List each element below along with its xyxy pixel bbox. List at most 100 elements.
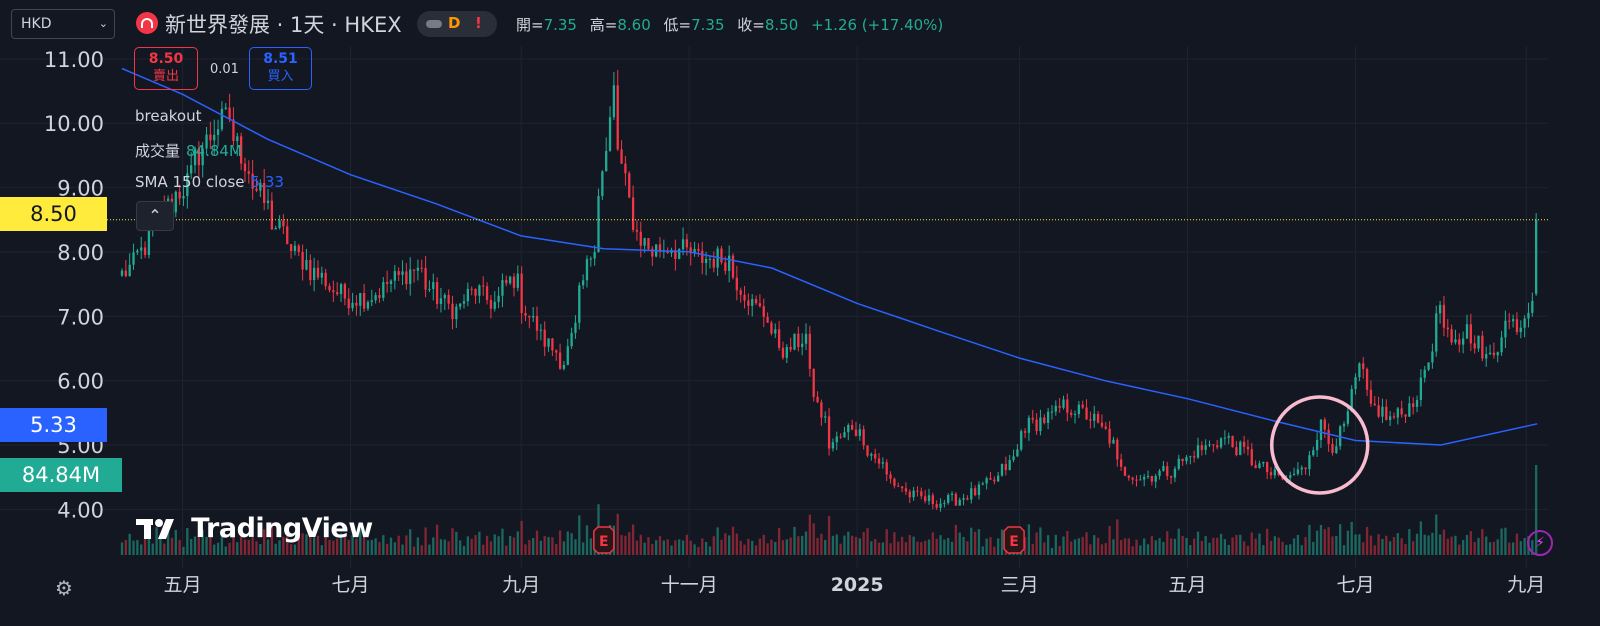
status-pill[interactable]: D ! <box>417 11 497 37</box>
candle-body <box>178 191 181 199</box>
candle-body <box>1500 337 1503 353</box>
candle-body <box>597 195 600 253</box>
earnings-marker[interactable]: E <box>593 526 615 554</box>
volume-bar <box>1392 537 1396 555</box>
candle-body <box>228 107 231 120</box>
volume-bar <box>412 546 416 555</box>
candle-body <box>316 267 320 278</box>
volume-bar <box>808 514 812 555</box>
candle-body <box>1435 313 1438 352</box>
volume-bar <box>182 546 185 555</box>
candle-body <box>1485 354 1488 359</box>
legend-strategy[interactable]: breakout <box>135 107 202 125</box>
candle-body <box>174 191 177 213</box>
candle-body <box>420 267 423 269</box>
candle-body <box>370 300 373 303</box>
volume-bar <box>297 534 300 555</box>
volume-bar <box>416 537 420 555</box>
volume-bar <box>1081 536 1084 555</box>
candle-body <box>1527 312 1530 319</box>
volume-bar <box>1342 545 1346 555</box>
volume-bar <box>1388 541 1392 555</box>
currency-select[interactable]: HKD ⌄ <box>11 9 115 39</box>
volume-bar <box>916 541 919 555</box>
candle-body <box>1242 441 1246 447</box>
volume-bar <box>516 531 519 555</box>
candle-body <box>336 292 339 295</box>
candle-body <box>747 300 750 306</box>
candle-body <box>1058 405 1061 408</box>
volume-bar <box>505 545 508 555</box>
volume-bar <box>485 535 489 555</box>
volume-bar <box>386 543 389 555</box>
buy-button[interactable]: 8.51 買入 <box>249 47 312 90</box>
volume-bar <box>970 527 973 555</box>
volume-bar <box>1415 533 1419 555</box>
candle-body <box>1350 389 1353 412</box>
candle-body <box>628 173 631 198</box>
candle-body <box>451 303 454 320</box>
candle-body <box>1450 329 1453 343</box>
candle-body <box>1296 469 1300 474</box>
candle-body <box>681 239 685 250</box>
volume-bar <box>1127 538 1130 555</box>
volume-bar <box>351 535 354 555</box>
candle-body <box>186 173 189 197</box>
candle-body <box>939 503 942 508</box>
volume-bar <box>1465 534 1469 555</box>
candle-body <box>1319 419 1323 440</box>
volume-bar <box>797 536 800 555</box>
volume-bar <box>428 544 431 555</box>
volume-bar <box>854 537 858 555</box>
volume-bar <box>293 544 297 555</box>
candle-body <box>493 301 496 309</box>
volume-bar <box>224 546 227 555</box>
volume-bar <box>1454 535 1457 555</box>
volume-bar <box>166 531 170 555</box>
volume-bar <box>616 513 619 555</box>
volume-bar <box>1266 528 1269 555</box>
settings-gear-icon[interactable]: ⚙ <box>55 576 73 600</box>
sell-button[interactable]: 8.50 賣出 <box>134 47 198 90</box>
candle-body <box>674 249 677 259</box>
candle-body <box>1189 456 1192 458</box>
candle-body <box>478 285 481 296</box>
volume-bar <box>1166 531 1169 555</box>
volume-bar <box>827 516 831 555</box>
candle-body <box>1412 403 1415 407</box>
candle-body <box>401 271 404 275</box>
volume-bars <box>120 465 1538 555</box>
candle-body <box>1300 467 1303 470</box>
candle-body <box>393 271 396 281</box>
candle-body <box>658 244 662 253</box>
candle-body <box>362 293 366 309</box>
candle-body <box>973 488 977 496</box>
volume-bar <box>1000 529 1004 555</box>
legend-volume[interactable]: 成交量 84.84M <box>135 140 242 161</box>
volume-bar <box>1435 514 1438 555</box>
candle-body <box>866 445 869 456</box>
volume-bar <box>1412 541 1415 555</box>
candle-body <box>1177 458 1180 469</box>
earnings-marker[interactable]: E <box>1003 526 1025 554</box>
candle-body <box>278 220 281 228</box>
volume-bar <box>1085 532 1088 555</box>
symbol-title[interactable]: 新世界發展 · 1天 · HKEX <box>165 13 402 37</box>
candle-body <box>1112 439 1115 444</box>
candle-body <box>820 402 823 418</box>
volume-bar <box>466 536 470 555</box>
y-tick-label: 6.00 <box>57 370 104 394</box>
candle-body <box>1023 431 1027 433</box>
lightning-icon[interactable]: ⚡ <box>1527 530 1553 556</box>
legend-sma[interactable]: SMA 150 close 5.33 <box>135 173 284 191</box>
volume-bar <box>1500 528 1503 555</box>
candle-body <box>1488 352 1492 355</box>
volume-bar <box>397 535 400 555</box>
candle-body <box>1204 445 1207 450</box>
collapse-legend-button[interactable]: ⌃ <box>136 201 174 231</box>
candle-body <box>1200 445 1203 450</box>
volume-bar <box>1208 542 1211 555</box>
candle-body <box>1196 445 1200 458</box>
candle-body <box>266 200 270 203</box>
